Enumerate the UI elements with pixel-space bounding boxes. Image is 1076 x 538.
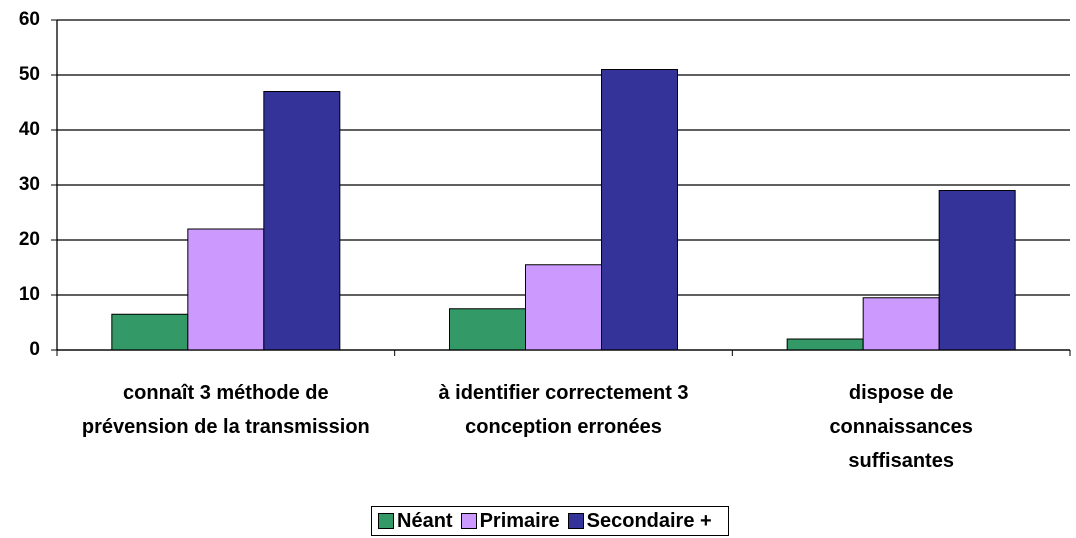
legend-item: Primaire <box>460 509 560 533</box>
legend: Néant Primaire Secondaire + <box>371 506 729 536</box>
y-tick-label: 40 <box>19 119 40 140</box>
legend-swatch <box>567 513 584 529</box>
bar <box>449 308 526 351</box>
bar <box>111 313 189 351</box>
bar <box>263 91 341 351</box>
x-tick-label: connaît 3 méthode de prévension de la tr… <box>81 382 370 438</box>
bar <box>187 228 265 351</box>
bar <box>938 190 1016 351</box>
y-tick-label: 60 <box>19 9 40 30</box>
bar <box>601 69 678 351</box>
legend-swatch <box>378 513 394 529</box>
legend-label: Secondaire + <box>586 509 712 532</box>
y-tick-label: 50 <box>19 64 40 85</box>
legend-item: Secondaire + <box>567 509 712 533</box>
y-tick-label: 20 <box>19 229 40 250</box>
legend-label: Néant <box>397 509 453 532</box>
x-tick-label: à identifier correctement 3 conception e… <box>438 382 689 438</box>
bar <box>786 338 864 351</box>
x-tick-label: dispose de connaissances suffisantes <box>829 382 973 472</box>
bar <box>525 264 602 351</box>
legend-item: Néant <box>378 510 453 533</box>
y-tick-label: 0 <box>29 339 40 360</box>
y-tick-label: 30 <box>19 174 40 195</box>
legend-label: Primaire <box>479 509 560 532</box>
bar <box>862 297 940 351</box>
y-tick-label: 10 <box>19 284 40 305</box>
legend-swatch <box>460 513 477 529</box>
